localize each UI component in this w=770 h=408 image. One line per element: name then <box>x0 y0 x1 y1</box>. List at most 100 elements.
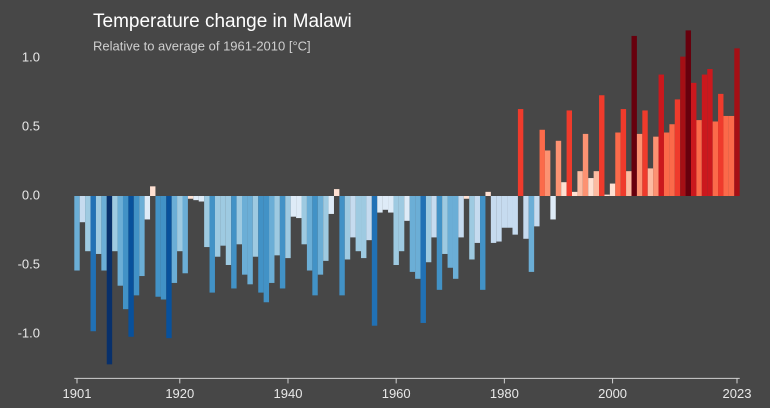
bar <box>328 196 334 214</box>
bar <box>301 196 307 245</box>
bar <box>171 196 178 283</box>
bar <box>458 196 464 238</box>
bar <box>236 196 243 245</box>
bar <box>339 196 345 296</box>
bar <box>463 196 470 199</box>
bar <box>469 196 475 260</box>
bar <box>279 196 286 289</box>
bar <box>599 95 605 196</box>
bar <box>691 82 697 196</box>
bar <box>166 196 172 339</box>
bar <box>290 196 297 217</box>
bar <box>415 196 421 279</box>
bar <box>571 191 578 196</box>
x-tick-label: 1960 <box>382 386 411 401</box>
bar <box>371 196 378 326</box>
bar <box>382 196 389 210</box>
bar <box>442 196 448 254</box>
bar <box>133 196 140 296</box>
bar <box>247 196 253 285</box>
bar <box>204 196 210 248</box>
bar <box>701 74 708 196</box>
bar <box>636 133 643 196</box>
bar <box>642 110 648 196</box>
x-tick-label: 1920 <box>165 386 194 401</box>
bar <box>155 196 161 297</box>
bar <box>425 196 432 263</box>
bar <box>90 196 96 332</box>
bar <box>377 196 383 213</box>
bar <box>150 186 156 196</box>
bar <box>658 74 664 196</box>
bar <box>361 196 367 259</box>
bar <box>193 196 199 201</box>
bar <box>663 132 670 196</box>
bar <box>544 150 551 196</box>
bar <box>312 196 318 296</box>
bar <box>647 168 654 196</box>
bar <box>112 196 118 252</box>
x-tick-label: 1901 <box>63 386 92 401</box>
bar <box>539 129 545 196</box>
bar <box>436 196 443 290</box>
bar <box>490 196 497 243</box>
bar <box>393 196 399 265</box>
bar <box>626 171 632 196</box>
x-tick-label: 1940 <box>274 386 303 401</box>
bar <box>452 196 459 279</box>
bar <box>550 196 556 220</box>
bar <box>674 99 681 196</box>
bar <box>398 196 405 252</box>
bar <box>561 182 567 196</box>
y-tick-label: 0.0 <box>22 187 40 202</box>
bar <box>409 196 416 272</box>
bar <box>431 196 437 238</box>
bar <box>333 189 340 196</box>
bar <box>501 196 508 228</box>
bar <box>258 196 264 293</box>
bar <box>604 194 610 196</box>
bar <box>187 196 194 199</box>
bar <box>588 178 594 196</box>
bar <box>231 196 237 289</box>
bar <box>480 196 486 290</box>
bar <box>712 121 719 196</box>
y-tick-label: -0.5 <box>18 256 40 271</box>
bar <box>631 35 637 196</box>
bar <box>274 196 280 256</box>
bar <box>523 196 529 239</box>
bar <box>507 196 513 228</box>
bar <box>609 183 616 196</box>
bar <box>263 196 270 303</box>
x-tick-label: 1980 <box>490 386 519 401</box>
bar <box>718 93 724 196</box>
bar <box>177 196 183 252</box>
bar <box>447 196 453 268</box>
bar <box>669 124 675 196</box>
bar <box>198 196 205 202</box>
bar <box>95 196 102 254</box>
bar <box>496 196 502 242</box>
bar <box>269 196 275 283</box>
bar <box>734 48 740 197</box>
bar <box>344 196 351 260</box>
bar <box>182 196 188 274</box>
bar <box>512 196 518 235</box>
bar <box>555 140 562 196</box>
bar <box>620 109 627 196</box>
bar <box>355 196 362 252</box>
bar <box>485 191 491 196</box>
bar <box>685 30 692 197</box>
bar <box>582 133 589 196</box>
bar <box>225 196 232 265</box>
bar <box>404 196 410 221</box>
chart-subtitle: Relative to average of 1961-2010 [°C] <box>93 38 311 53</box>
y-tick-label: 1.0 <box>22 49 40 64</box>
bar <box>117 196 123 286</box>
bar <box>593 171 600 196</box>
bar <box>285 196 291 259</box>
bar <box>139 196 145 277</box>
x-tick-label: 2023 <box>723 386 752 401</box>
bar <box>728 115 735 196</box>
bar <box>220 196 226 246</box>
